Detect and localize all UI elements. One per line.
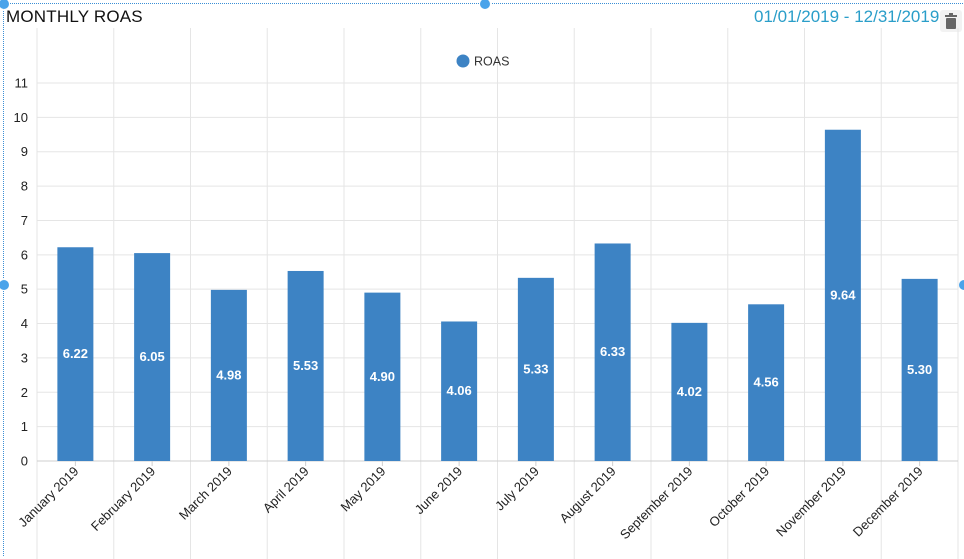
- x-tick-label: December 2019: [850, 464, 926, 540]
- bar: [671, 322, 708, 461]
- bar-value-label: 6.05: [139, 349, 164, 364]
- y-tick-label: 2: [21, 385, 28, 400]
- bar-value-label: 5.33: [523, 361, 548, 376]
- y-tick-label: 6: [21, 247, 28, 262]
- bar: [824, 129, 861, 461]
- bar-value-label: 6.33: [600, 344, 625, 359]
- bar: [57, 247, 94, 461]
- bars: 6.22 6.05 4.98 5.53 4.90 4.06 5.33 6.33 4.02 4.56…: [57, 129, 938, 461]
- trash-icon[interactable]: [940, 10, 962, 32]
- bar: [134, 253, 171, 461]
- bar-value-label: 9.64: [830, 287, 856, 302]
- resize-handle-top-left[interactable]: [0, 0, 10, 10]
- bar-value-label: 5.53: [293, 358, 318, 373]
- bar-value-label: 6.22: [63, 346, 88, 361]
- x-tick-label: May 2019: [338, 464, 389, 515]
- bar-value-label: 4.90: [370, 369, 395, 384]
- x-tick-label: January 2019: [15, 464, 81, 530]
- y-tick-label: 8: [21, 179, 28, 194]
- bar-value-label: 4.98: [216, 367, 241, 382]
- bar-value-label: 4.02: [677, 384, 702, 399]
- y-tick-label: 4: [21, 316, 28, 331]
- y-tick-label: 10: [14, 110, 28, 125]
- y-tick-label: 1: [21, 419, 28, 434]
- bar: [901, 278, 938, 461]
- grid-lines: [36, 28, 959, 559]
- widget-title: MONTHLY ROAS: [6, 7, 143, 26]
- y-tick-label: 3: [21, 350, 28, 365]
- bar: [441, 321, 478, 461]
- x-tick-label: July 2019: [492, 464, 542, 514]
- y-tick-label: 9: [21, 144, 28, 159]
- bar: [748, 304, 785, 461]
- bar: [287, 270, 324, 461]
- x-tick-label: March 2019: [176, 464, 235, 523]
- x-tick-label: August 2019: [557, 464, 619, 526]
- bar-value-label: 5.30: [907, 362, 932, 377]
- resize-handle-top-center[interactable]: [479, 0, 491, 10]
- bar-value-label: 4.06: [446, 383, 471, 398]
- date-range-link[interactable]: 01/01/2019 - 12/31/2019: [754, 7, 940, 26]
- x-tick-label: October 2019: [706, 464, 772, 530]
- legend: ROAS: [456, 54, 509, 69]
- bar: [210, 289, 247, 461]
- x-tick-label: November 2019: [773, 464, 849, 540]
- y-tick-label: 0: [21, 454, 28, 469]
- bar-value-label: 4.56: [753, 375, 778, 390]
- x-tick-label: September 2019: [617, 464, 696, 543]
- x-tick-label: June 2019: [412, 464, 466, 518]
- bar: [364, 292, 401, 461]
- legend-marker-roas: [456, 54, 470, 68]
- bar: [517, 277, 554, 461]
- bar: [594, 243, 631, 461]
- legend-label-roas[interactable]: ROAS: [474, 55, 509, 69]
- y-tick-label: 11: [15, 76, 29, 91]
- y-tick-label: 5: [21, 282, 28, 297]
- y-tick-label: 7: [21, 213, 28, 228]
- x-tick-label: February 2019: [88, 464, 158, 534]
- resize-handle-middle-left[interactable]: [0, 279, 10, 291]
